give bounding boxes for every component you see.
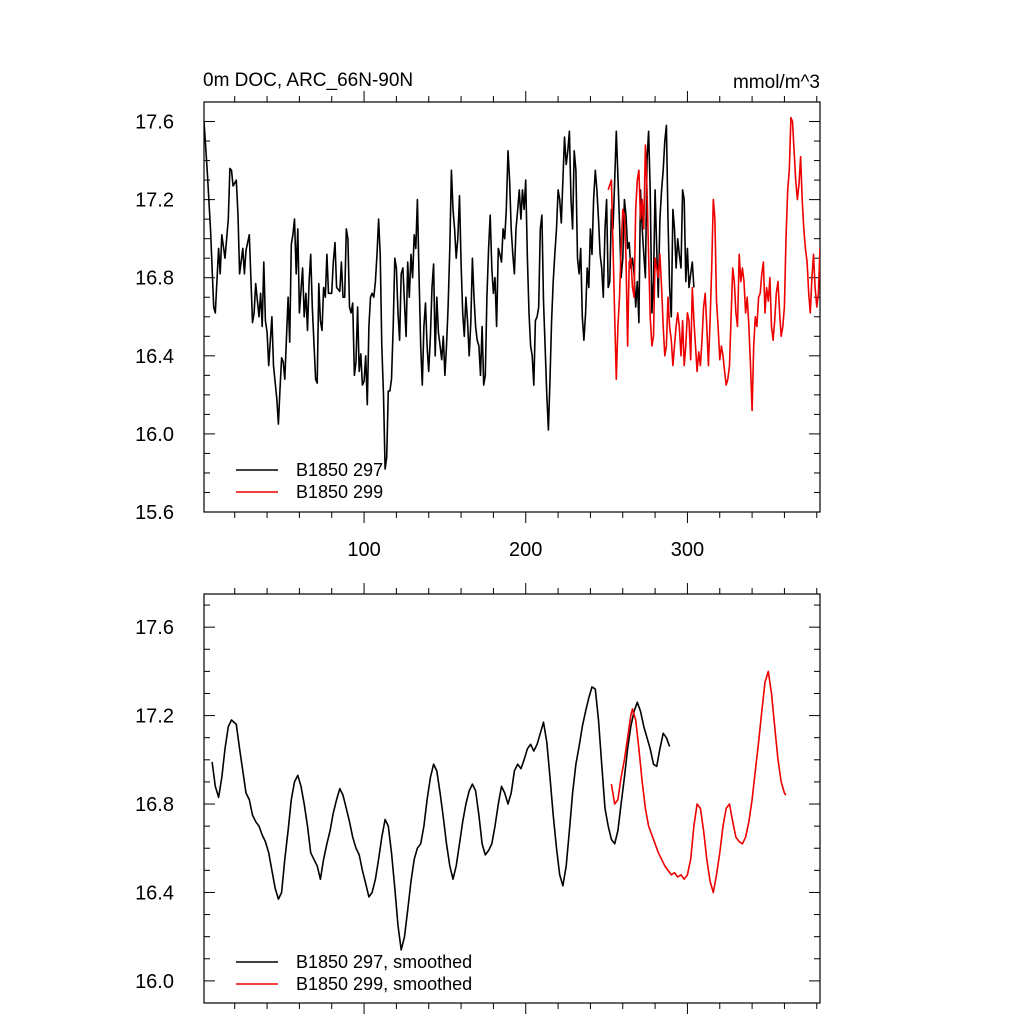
y-tick-label: 17.6 (135, 112, 174, 134)
series-line-red (610, 670, 787, 894)
y-tick-label: 15.6 (135, 502, 174, 524)
legend-label: B1850 297 (296, 460, 383, 480)
bottom-panel: 16.0 16.4 16.8 17.2 17.6 B1850 297, smoothedB… (135, 583, 821, 1014)
series-line-black (204, 121, 695, 470)
x-tick-label: 200 (509, 539, 542, 561)
y-tick-label: 16.4 (135, 882, 174, 904)
top-panel-title: 0m DOC, ARC_66N-90N (203, 70, 413, 91)
y-tick-label: 17.2 (135, 190, 174, 212)
y-tick-label: 16.0 (135, 971, 174, 993)
top-panel-units: mmol/m^3 (733, 72, 820, 93)
y-tick-label: 17.2 (135, 706, 174, 728)
y-tick-label: 17.6 (135, 617, 174, 639)
y-tick-label: 16.8 (135, 794, 174, 816)
y-tick-label: 16.8 (135, 268, 174, 290)
legend-label: B1850 299, smoothed (296, 974, 472, 994)
top-panel: 0m DOC, ARC_66N-90N mmol/m^3 15.6 16.0 16.… (135, 70, 821, 561)
series-line-red (607, 116, 820, 412)
y-tick-label: 16.0 (135, 424, 174, 446)
legend-label: B1850 297, smoothed (296, 952, 472, 972)
plot-frame (203, 101, 821, 513)
x-tick-label: 300 (671, 539, 704, 561)
y-tick-label: 16.4 (135, 346, 174, 368)
legend-label: B1850 299 (296, 482, 383, 502)
plot-frame (203, 593, 821, 1004)
x-tick-label: 100 (347, 539, 380, 561)
series-line-black (211, 686, 671, 951)
